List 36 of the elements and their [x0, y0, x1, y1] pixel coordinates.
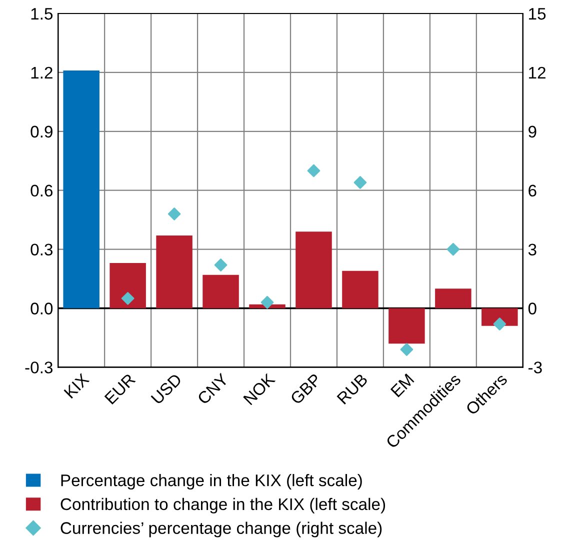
y2-tick-label: 9	[528, 126, 536, 138]
legend-label: Contribution to change in the KIX (left scale)	[60, 498, 386, 514]
y2-tick-label: 0	[528, 302, 536, 314]
y2-tick-label: 3	[528, 244, 536, 256]
legend-label: Currencies’ percentage change (right scale)	[60, 522, 382, 538]
legend-label: Percentage change in the KIX (left scale)	[61, 474, 362, 490]
x-tick-label: KIX	[64, 372, 90, 399]
point	[400, 343, 414, 356]
y2-tick-label: 6	[528, 184, 536, 197]
point	[446, 242, 460, 256]
y2-tick-label: -3	[528, 362, 542, 374]
y-tick-label: 1.2	[31, 66, 52, 78]
point	[493, 318, 506, 330]
bar	[435, 288, 472, 308]
y2-tick-label: 15	[529, 8, 546, 20]
y-tick-label: 0.6	[30, 184, 53, 197]
x-tick-label: USD	[150, 372, 182, 405]
bar	[296, 232, 332, 308]
point	[307, 164, 320, 178]
bar	[63, 70, 100, 308]
point	[260, 296, 274, 309]
point	[354, 176, 367, 189]
bar	[110, 263, 146, 308]
y-tick-label: 0.0	[30, 302, 53, 314]
y-tick-label: 1.5	[31, 8, 53, 20]
bar	[342, 270, 378, 308]
y-tick-label: -0.3	[25, 362, 53, 374]
bar	[156, 236, 192, 308]
point	[214, 258, 228, 272]
bar	[202, 274, 239, 308]
point	[121, 292, 134, 305]
y-tick-label: 0.3	[30, 244, 53, 256]
y-tick-label: 0.9	[30, 126, 52, 138]
y2-tick-label: 12	[529, 66, 546, 78]
bar	[388, 308, 425, 344]
point	[168, 208, 181, 220]
